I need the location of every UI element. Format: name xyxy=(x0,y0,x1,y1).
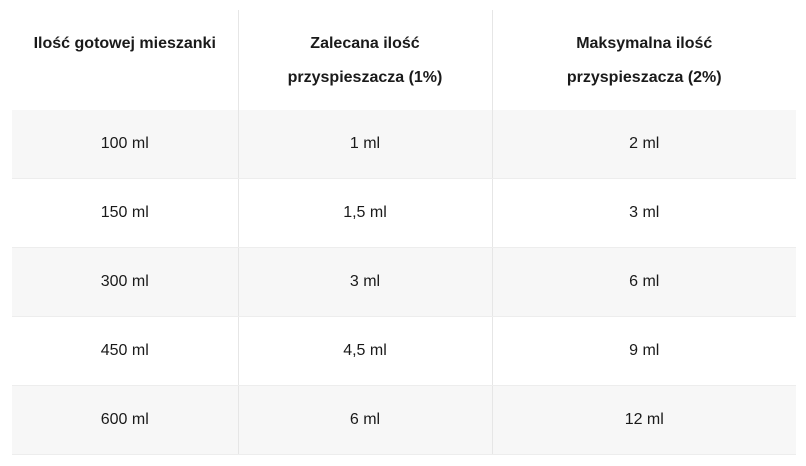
table-row: 100 ml 1 ml 2 ml xyxy=(12,110,796,179)
table-cell: 1,5 ml xyxy=(237,178,492,248)
header-cell: Maksymalna ilość przyspieszacza (2%) xyxy=(491,10,796,110)
table-cell: 100 ml xyxy=(12,110,238,179)
header-cell: Ilość gotowej mieszanki xyxy=(12,10,238,110)
data-table: Ilość gotowej mieszanki Zalecana ilość p… xyxy=(12,10,796,455)
table-row: 300 ml 3 ml 6 ml xyxy=(12,247,796,317)
table-cell: 450 ml xyxy=(12,316,238,386)
table-cell: 6 ml xyxy=(491,247,796,317)
table-cell: 150 ml xyxy=(12,178,238,248)
header-row: Ilość gotowej mieszanki Zalecana ilość p… xyxy=(12,10,796,110)
header-text: Maksymalna ilość przyspieszacza (2%) xyxy=(566,35,722,86)
table-row: 600 ml 6 ml 12 ml xyxy=(12,385,796,455)
table-row: 150 ml 1,5 ml 3 ml xyxy=(12,178,796,248)
table-header: Ilość gotowej mieszanki Zalecana ilość p… xyxy=(12,10,796,110)
table-row: 450 ml 4,5 ml 9 ml xyxy=(12,316,796,386)
table-cell: 12 ml xyxy=(491,385,796,455)
table-cell: 6 ml xyxy=(237,385,492,455)
table-cell: 1 ml xyxy=(237,110,492,179)
header-text: Ilość gotowej mieszanki xyxy=(33,35,216,52)
table-cell: 4,5 ml xyxy=(237,316,492,386)
table-body: 100 ml 1 ml 2 ml 150 ml 1,5 ml 3 ml 300 ml 3 ml… xyxy=(12,110,796,455)
table-cell: 2 ml xyxy=(491,110,796,179)
table-cell: 3 ml xyxy=(237,247,492,317)
table-cell: 9 ml xyxy=(491,316,796,386)
table-cell: 600 ml xyxy=(12,385,238,455)
table-cell: 300 ml xyxy=(12,247,238,317)
header-text: Zalecana ilość przyspieszacza (1%) xyxy=(287,35,443,86)
header-cell: Zalecana ilość przyspieszacza (1%) xyxy=(237,10,492,110)
table-cell: 3 ml xyxy=(491,178,796,248)
